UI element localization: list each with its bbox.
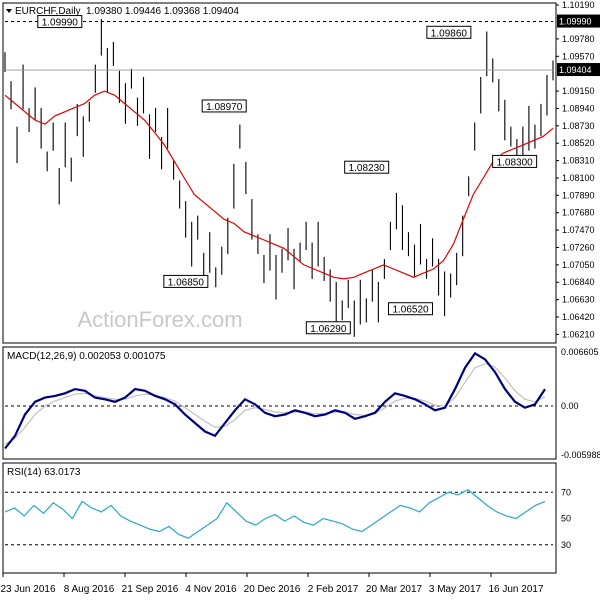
svg-text:1.06290: 1.06290	[310, 324, 347, 335]
x-tick-label: 20 Mar 2017	[366, 584, 423, 595]
macd-tick-label: 0.006605	[561, 347, 599, 357]
annotation-label: 1.06850	[163, 274, 209, 288]
resistance-price-box	[557, 14, 600, 28]
x-tick-label: 8 Aug 2016	[64, 584, 115, 595]
annotation-label: 1.09990	[37, 15, 83, 29]
rsi-panel-frame	[2, 462, 557, 574]
svg-text:1.06850: 1.06850	[168, 277, 205, 288]
x-tick-label: 16 Jun 2017	[488, 584, 543, 595]
moving-average-line	[4, 90, 554, 280]
y-tick-label: 1.07680	[562, 208, 595, 218]
rsi-title: RSI(14) 63.0173	[7, 467, 81, 478]
macd-layer	[4, 351, 553, 450]
y-tick-label: 1.09780	[562, 34, 595, 44]
macd-line	[4, 351, 546, 450]
resistance-price-label: 1.09990	[559, 17, 592, 27]
watermark: ActionForex.com	[77, 307, 242, 332]
chart-symbol: EURCHF,Daily	[15, 6, 81, 17]
y-tick-label: 1.09150	[562, 86, 595, 96]
rsi-tick-label: 70	[561, 487, 571, 497]
x-tick-label: 3 May 2017	[429, 584, 482, 595]
macd-tick-label: 0.00	[561, 401, 579, 411]
annotation-label: 1.08230	[344, 160, 390, 174]
y-tick-label: 1.07050	[562, 260, 595, 270]
svg-text:1.08300: 1.08300	[497, 157, 534, 168]
y-tick-label: 1.06420	[562, 312, 595, 322]
y-tick-label: 1.08310	[562, 156, 595, 166]
macd-signal-line	[4, 362, 546, 445]
chart-ohlc: 1.09380 1.09446 1.09368 1.09404	[86, 6, 239, 17]
y-tick-label: 1.06840	[562, 277, 595, 287]
annotation-label: 1.08300	[492, 154, 538, 168]
rsi-line	[4, 488, 546, 539]
rsi-tick-label: 30	[561, 540, 571, 550]
macd-panel-frame	[2, 346, 557, 460]
annotation-label: 1.06290	[305, 321, 351, 335]
y-tick-label: 1.08520	[562, 138, 595, 148]
rsi-layer	[4, 488, 553, 546]
svg-text:1.09860: 1.09860	[431, 28, 468, 39]
svg-text:1.06520: 1.06520	[392, 305, 429, 316]
current-price-box	[557, 63, 600, 77]
annotation-label: 1.08970	[201, 99, 247, 113]
annotation-label: 1.06520	[388, 302, 434, 316]
x-tick-label: 4 Nov 2016	[185, 584, 237, 595]
x-tick-label: 23 Jun 2016	[0, 584, 55, 595]
x-tick-label: 2 Feb 2017	[308, 584, 359, 595]
y-tick-label: 1.07890	[562, 190, 595, 200]
macd-tick-label: -0.005988	[561, 450, 600, 460]
y-tick-label: 1.10190	[562, 0, 595, 10]
rsi-tick-label: 50	[561, 514, 571, 524]
y-tick-label: 1.07260	[562, 242, 595, 252]
svg-text:1.08970: 1.08970	[206, 102, 243, 113]
svg-text:1.08230: 1.08230	[349, 163, 386, 174]
current-price-label: 1.09404	[559, 65, 592, 75]
x-tick-label: 21 Sep 2016	[122, 584, 179, 595]
price-layer: 1.09990 1.08970 1.06850 1.08230 1.06290 1.065…	[4, 15, 554, 337]
price-panel-frame	[2, 2, 557, 344]
macd-title: MACD(12,26,9) 0.002053 0.001075	[7, 351, 166, 362]
y-tick-label: 1.06630	[562, 295, 595, 305]
annotation-label: 1.09860	[426, 25, 472, 39]
y-tick-label: 1.08940	[562, 103, 595, 113]
collapse-triangle-icon[interactable]	[6, 9, 12, 13]
y-tick-label: 1.08100	[562, 173, 595, 183]
y-tick-label: 1.07470	[562, 225, 595, 235]
y-tick-label: 1.09570	[562, 51, 595, 61]
x-tick-label: 20 Dec 2016	[244, 584, 301, 595]
y-tick-label: 1.06210	[562, 329, 595, 339]
svg-text:1.09990: 1.09990	[42, 18, 79, 29]
y-tick-label: 1.08730	[562, 121, 595, 131]
